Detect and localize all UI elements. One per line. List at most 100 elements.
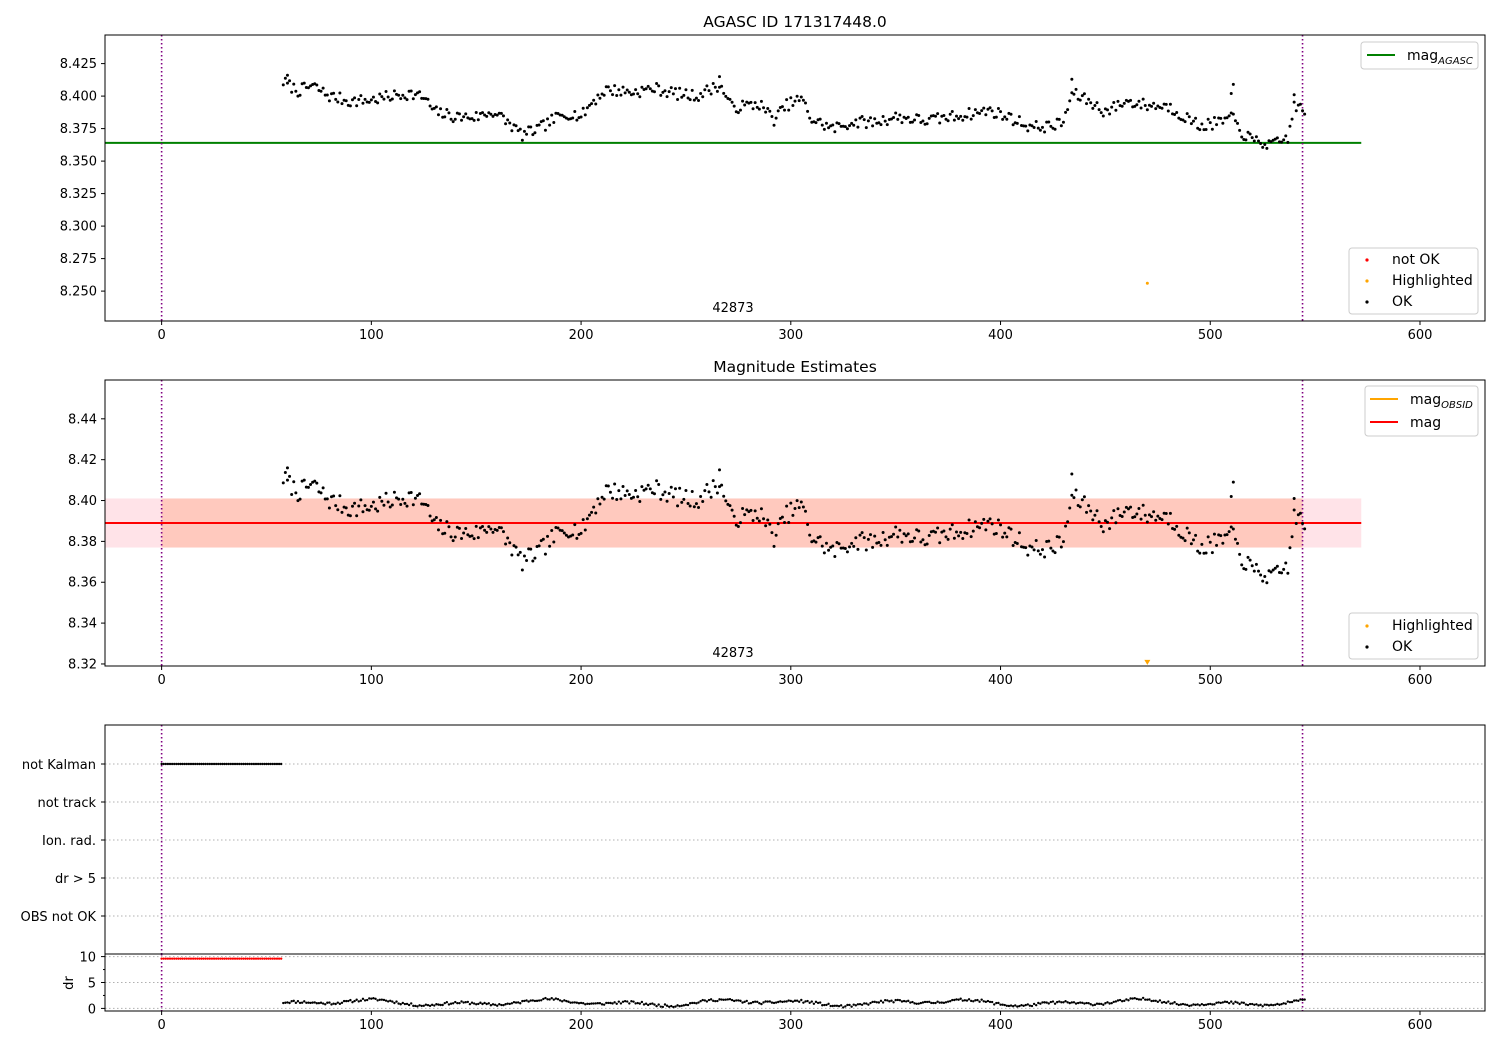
ok-point <box>447 525 451 529</box>
ok-point <box>806 109 810 113</box>
ok-point <box>1164 102 1168 106</box>
panel1-ytick-label: 8.425 <box>60 57 97 72</box>
ok-point <box>1141 97 1145 101</box>
panel4-xtick-label: 100 <box>359 1018 384 1033</box>
dr-ok-point <box>426 1003 430 1007</box>
legend-not-ok-label: not OK <box>1392 252 1440 268</box>
flag-label: not Kalman <box>22 758 96 773</box>
ok-point <box>348 514 352 518</box>
ok-point <box>1080 94 1084 98</box>
panel1-xtick-label: 600 <box>1408 328 1433 343</box>
ok-point <box>520 568 524 572</box>
dr-not-ok-point <box>173 957 176 960</box>
dr-ok-point <box>705 1000 709 1003</box>
dr-ok-point <box>934 1001 937 1005</box>
ok-point <box>1191 119 1195 123</box>
dr-ok-point <box>823 1003 826 1007</box>
dr-ok-point <box>317 1001 321 1005</box>
dr-ok-point <box>697 1001 700 1004</box>
ok-point <box>285 466 289 470</box>
ok-point <box>730 508 734 512</box>
ok-point <box>1068 506 1072 510</box>
dr-ok-point <box>615 1002 618 1005</box>
ok-point <box>678 86 682 90</box>
ok-point <box>845 127 849 131</box>
ok-point <box>573 523 577 527</box>
dr-ok-point <box>605 1001 608 1005</box>
dr-ok-point <box>703 999 707 1002</box>
ok-point <box>898 528 902 532</box>
ok-point <box>780 515 784 519</box>
not-kalman-point <box>219 762 222 766</box>
ok-point <box>1110 516 1114 520</box>
ok-point <box>504 542 508 546</box>
ok-point <box>1078 98 1082 102</box>
dr-ok-point <box>957 998 960 1001</box>
dr-ok-point <box>535 999 539 1003</box>
ok-point <box>548 123 552 127</box>
dr-ok-point <box>1045 1001 1048 1004</box>
dr-ok-point <box>485 1002 488 1006</box>
ok-point <box>682 93 686 97</box>
dr-ok-point <box>856 1003 860 1006</box>
ok-point <box>340 102 344 106</box>
ok-point <box>996 518 1000 522</box>
not-kalman-point <box>187 762 191 766</box>
ok-point <box>858 116 862 120</box>
dr-ok-point <box>460 1000 463 1003</box>
ok-point <box>489 112 493 116</box>
ok-point <box>659 497 663 501</box>
dr-ok-point <box>949 1000 952 1003</box>
ok-point <box>703 88 707 92</box>
dr-ok-point <box>1007 1004 1011 1008</box>
ok-point <box>388 505 392 509</box>
dr-ok-point <box>1200 1002 1204 1006</box>
dr-ok-point <box>424 1003 428 1006</box>
ok-point <box>309 482 313 486</box>
ok-point <box>774 116 778 120</box>
dr-not-ok-point <box>217 957 220 960</box>
ok-point <box>644 487 648 491</box>
ok-point <box>705 483 709 487</box>
dr-ok-point <box>1217 1001 1220 1004</box>
dr-ok-point <box>961 999 964 1002</box>
ok-point <box>1147 513 1151 517</box>
ok-point <box>692 505 696 509</box>
dr-not-ok-point <box>183 957 186 960</box>
ok-point <box>350 98 354 102</box>
ok-point <box>457 526 461 530</box>
ok-point <box>298 93 302 97</box>
dr-ok-point <box>437 1003 440 1006</box>
dr-ok-point <box>579 1001 583 1005</box>
ok-point <box>1160 518 1164 522</box>
not-kalman-point <box>170 762 174 766</box>
dr-ok-point <box>1034 1003 1038 1007</box>
dr-ok-point <box>1108 1002 1111 1005</box>
ok-point <box>1271 568 1275 572</box>
ok-point <box>560 113 564 117</box>
ok-point <box>697 505 701 509</box>
dr-not-ok-point <box>219 957 222 960</box>
dr-ok-point <box>491 1003 495 1006</box>
not-kalman-point <box>265 762 268 766</box>
dr-ok-point <box>1276 1002 1279 1006</box>
dr-ok-point <box>368 997 371 1000</box>
dr-ok-point <box>1024 1003 1027 1007</box>
ok-point <box>376 101 380 105</box>
dr-ok-point <box>504 1003 507 1006</box>
dr-ok-point <box>470 1001 474 1004</box>
not-kalman-point <box>261 762 264 766</box>
dr-ok-point <box>1137 998 1141 1001</box>
dr-ok-point <box>657 1003 660 1006</box>
dr-not-ok-point <box>267 957 270 960</box>
dr-ok-point <box>433 1004 436 1007</box>
panel-flags: not Kalman not track Ion. rad. dr > 5 OBS no… <box>21 724 1486 955</box>
ok-point <box>1093 513 1097 517</box>
ok-point <box>405 504 409 508</box>
dr-ok-point <box>753 1000 757 1003</box>
dr-ok-point <box>630 999 633 1003</box>
dr-not-ok-point <box>221 957 224 960</box>
ok-point <box>533 131 537 135</box>
ok-point <box>707 89 711 93</box>
ok-point <box>1225 116 1229 120</box>
